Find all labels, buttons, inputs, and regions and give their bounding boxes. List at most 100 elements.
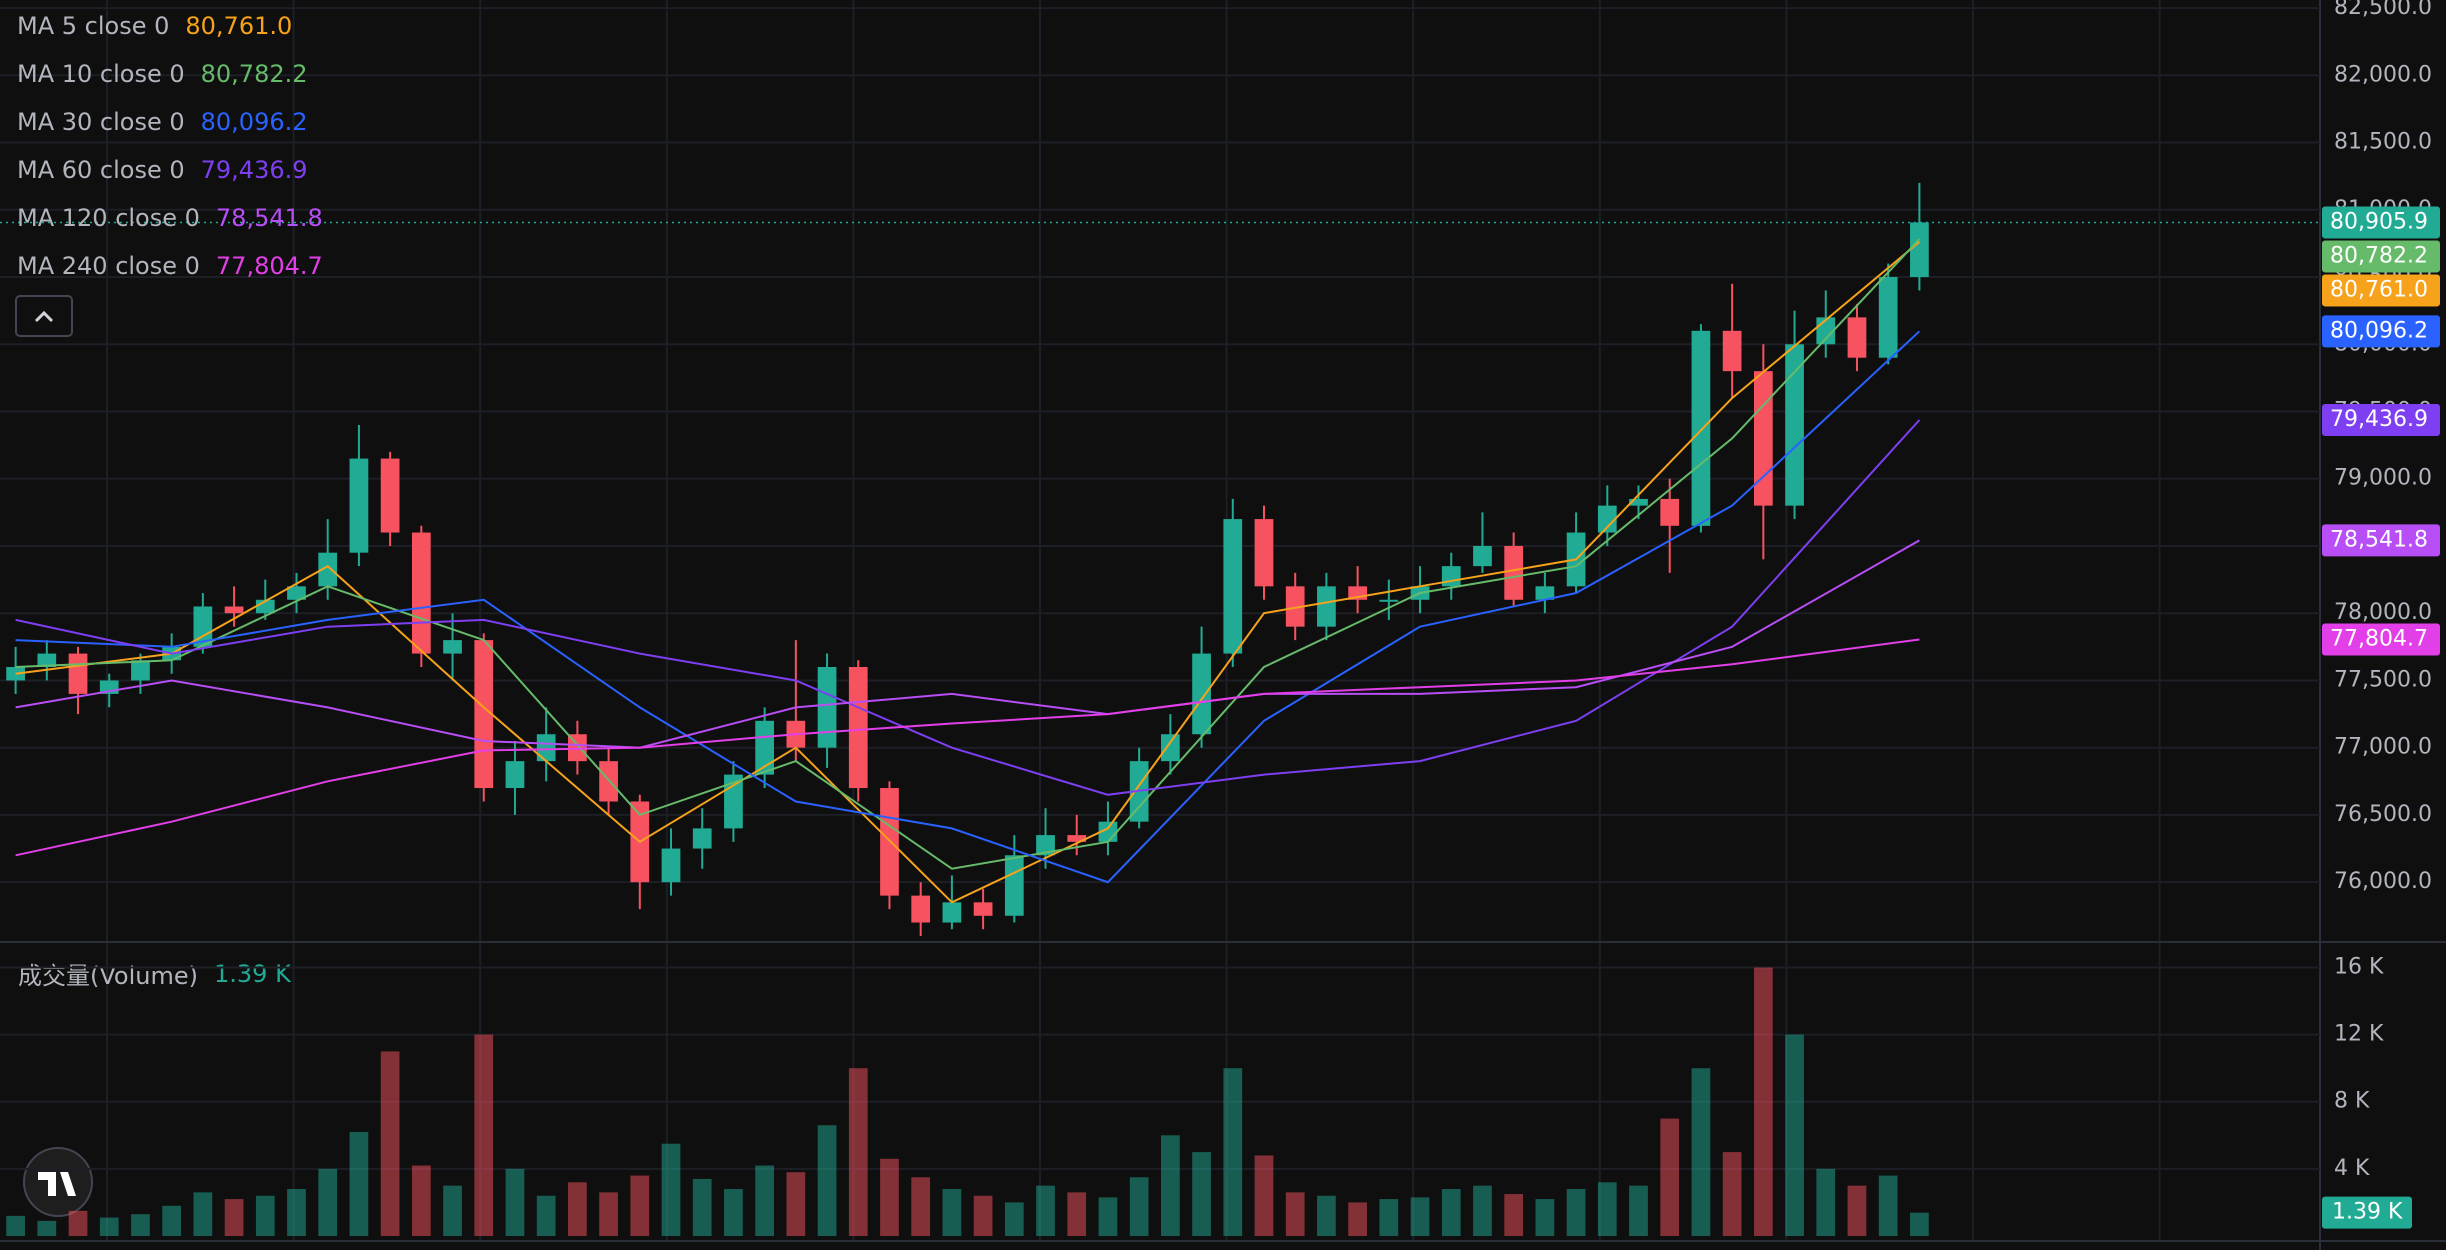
- volume-bar: [1067, 1192, 1087, 1236]
- volume-bar: [255, 1195, 275, 1236]
- volume-bar: [755, 1165, 774, 1236]
- volume-bar: [1535, 1199, 1555, 1236]
- volume-bar: [1098, 1197, 1118, 1236]
- legend-name: MA 120 close 0: [17, 204, 200, 232]
- volume-bar: [536, 1195, 556, 1236]
- candle-body: [1473, 545, 1492, 567]
- volume-bar: [1753, 967, 1773, 1236]
- volume-bar: [568, 1182, 587, 1236]
- volume-bar: [880, 1158, 899, 1236]
- candle-body: [1036, 835, 1055, 856]
- legend-name: MA 240 close 0: [17, 252, 200, 280]
- price-badge: [2322, 206, 2440, 239]
- volume-bar: [443, 1185, 462, 1236]
- candle-body: [224, 606, 244, 614]
- volume-bar: [1722, 1152, 1742, 1236]
- candle-body: [1161, 734, 1180, 762]
- candle-body: [68, 653, 88, 694]
- volume-bar: [6, 1215, 25, 1236]
- price-badge: [2322, 623, 2440, 656]
- volume-bar: [1254, 1155, 1274, 1236]
- candle-body: [1285, 586, 1305, 627]
- volume-bar: [1878, 1175, 1898, 1236]
- y-tick-label: 79,000.0: [2334, 466, 2432, 491]
- logo-circle[interactable]: [23, 1147, 93, 1217]
- volume-bar: [1223, 1068, 1243, 1236]
- candle-body: [1660, 498, 1680, 526]
- legend-name: MA 5 close 0: [17, 12, 169, 40]
- logo-mark[interactable]: [38, 1172, 76, 1196]
- candle-body: [443, 640, 462, 654]
- volume-legend-name: 成交量(Volume): [18, 962, 198, 990]
- candle-body: [1223, 519, 1243, 654]
- volume-bar: [131, 1214, 150, 1236]
- volume-bar: [1036, 1185, 1055, 1236]
- ma-line: [15, 330, 1921, 884]
- collapse-button[interactable]: [15, 295, 73, 337]
- legend-value: 78,541.8: [216, 204, 323, 232]
- candle-body: [505, 761, 525, 789]
- price-badge-label: 79,436.9: [2330, 407, 2428, 432]
- candle-body: [1504, 545, 1524, 600]
- logo[interactable]: [23, 1147, 93, 1217]
- volume-badge-label: 1.39 K: [2332, 1200, 2403, 1225]
- volume-bar: [1910, 1212, 1929, 1236]
- candle-body: [1691, 330, 1711, 526]
- legend-value: 80,096.2: [201, 108, 308, 136]
- candle-body: [287, 586, 306, 600]
- candle-body: [911, 895, 931, 923]
- legend-value: 80,761.0: [185, 12, 292, 40]
- volume-bar: [786, 1172, 806, 1236]
- chevron-icon[interactable]: [34, 310, 54, 323]
- y2-tick-label: 16 K: [2334, 954, 2384, 979]
- volume-bar: [1816, 1168, 1836, 1236]
- volume-bar: [661, 1143, 681, 1236]
- volume-bar: [1161, 1135, 1180, 1236]
- y2-tick-label: 12 K: [2334, 1022, 2384, 1047]
- volume-bar: [1597, 1182, 1617, 1236]
- price-badge-label: 80,905.9: [2330, 209, 2428, 234]
- candle-body: [1004, 855, 1024, 916]
- candle-body: [942, 902, 962, 923]
- candle-body: [380, 458, 400, 533]
- candle-body: [1597, 505, 1617, 533]
- volume-bar: [1379, 1199, 1399, 1236]
- volume-bar: [1129, 1177, 1149, 1236]
- candle-body: [755, 720, 774, 775]
- volume-bar: [505, 1168, 525, 1236]
- price-badge-label: 80,096.2: [2330, 318, 2428, 343]
- legend-name: MA 60 close 0: [17, 156, 185, 184]
- candle-body: [536, 734, 556, 762]
- volume-bar: [193, 1192, 213, 1236]
- volume-bar: [973, 1195, 993, 1236]
- candle-body: [1629, 498, 1648, 506]
- volume-bar: [1660, 1118, 1680, 1236]
- candle-body: [1379, 599, 1399, 602]
- candle-body: [1254, 519, 1274, 587]
- volume-bar: [224, 1199, 244, 1236]
- candle-body: [1722, 330, 1742, 372]
- price-badge: [2322, 403, 2440, 436]
- y2-tick-label: 4 K: [2334, 1156, 2370, 1181]
- ma-line: [15, 241, 1921, 904]
- volume-bar: [1691, 1068, 1711, 1236]
- volume-bar: [1192, 1152, 1211, 1236]
- volume-bar: [1785, 1034, 1804, 1236]
- collapse-button-box[interactable]: [15, 295, 73, 337]
- candle-body: [1441, 566, 1461, 587]
- candle-body: [661, 848, 681, 883]
- ma-line: [15, 638, 1920, 857]
- volume-bar: [599, 1192, 618, 1236]
- candle-body: [193, 606, 213, 647]
- volume-bar: [1317, 1195, 1336, 1236]
- y-tick-label: 82,000.0: [2334, 62, 2432, 87]
- y-tick-label: 77,000.0: [2334, 735, 2432, 760]
- volume-bar: [1566, 1189, 1586, 1236]
- volume-bar: [942, 1189, 962, 1236]
- price-badge: [2322, 315, 2440, 348]
- candle-body: [1910, 222, 1929, 278]
- volume-bar: [817, 1125, 837, 1236]
- y-tick-label: 76,000.0: [2334, 869, 2432, 894]
